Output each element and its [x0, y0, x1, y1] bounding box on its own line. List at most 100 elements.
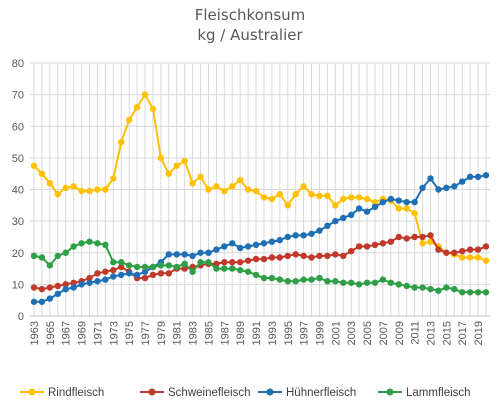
- data-point: [102, 241, 109, 249]
- data-point: [340, 195, 347, 203]
- data-point: [308, 191, 315, 198]
- data-point: [189, 252, 196, 260]
- data-point: [419, 233, 426, 241]
- data-point: [70, 243, 77, 250]
- data-point: [284, 278, 291, 285]
- data-point: [284, 202, 291, 209]
- data-point: [379, 240, 387, 247]
- data-point: [236, 244, 244, 252]
- data-point: [451, 249, 458, 256]
- x-tick-label: 1985: [203, 321, 215, 345]
- data-point: [332, 251, 339, 258]
- legend-item: Schweinefleisch: [140, 387, 250, 399]
- data-point: [260, 255, 268, 263]
- data-point: [316, 227, 323, 234]
- data-point: [276, 276, 284, 283]
- x-tick-label: 1963: [29, 321, 41, 345]
- data-point: [419, 184, 426, 192]
- series-line: [33, 234, 487, 291]
- legend-label: Rindfleisch: [48, 387, 104, 399]
- data-point: [459, 289, 466, 296]
- data-point: [379, 276, 387, 283]
- data-point: [78, 281, 85, 288]
- data-point: [355, 194, 363, 201]
- data-point: [197, 249, 204, 256]
- series-Schweinefleisch: [30, 232, 490, 293]
- data-point: [173, 162, 180, 169]
- data-point: [221, 243, 228, 250]
- data-point: [355, 243, 363, 250]
- data-point: [86, 279, 93, 286]
- legend-marker: [266, 388, 274, 396]
- data-point: [213, 246, 220, 253]
- x-tick-label: 1973: [108, 321, 120, 345]
- data-point: [443, 249, 450, 256]
- data-point: [300, 232, 307, 239]
- data-point: [474, 254, 482, 261]
- legend-marker: [386, 388, 394, 396]
- data-point: [133, 104, 141, 111]
- data-point: [403, 205, 410, 212]
- data-point: [252, 271, 260, 279]
- data-point: [213, 265, 220, 272]
- data-point: [229, 183, 236, 190]
- data-point: [118, 259, 125, 266]
- data-point: [221, 265, 228, 272]
- data-point: [102, 186, 109, 193]
- data-point: [125, 262, 133, 269]
- data-point: [276, 191, 284, 198]
- data-point: [221, 187, 228, 195]
- data-point: [363, 208, 371, 215]
- series-line: [33, 93, 487, 262]
- x-tick-label: 2013: [425, 321, 437, 345]
- data-point: [466, 289, 474, 296]
- data-point: [38, 254, 46, 261]
- data-point: [451, 183, 458, 190]
- x-tick-label: 1993: [267, 321, 279, 345]
- data-point: [157, 154, 165, 162]
- data-point: [189, 268, 196, 275]
- x-tick-label: 2009: [394, 321, 406, 345]
- series-line: [33, 240, 486, 294]
- data-point: [189, 179, 196, 187]
- data-point: [94, 278, 101, 285]
- data-point: [340, 252, 347, 260]
- data-point: [268, 238, 276, 245]
- data-point: [197, 259, 204, 266]
- data-point: [466, 246, 474, 253]
- data-point: [387, 238, 395, 245]
- data-point: [181, 251, 188, 258]
- data-point: [157, 262, 165, 269]
- data-point: [268, 274, 276, 282]
- data-point: [141, 263, 149, 271]
- data-point: [173, 263, 180, 271]
- legend-item: Rindfleisch: [20, 387, 104, 399]
- data-point: [54, 290, 61, 298]
- x-tick-label: 2005: [362, 321, 374, 345]
- data-point: [229, 265, 236, 272]
- data-point: [38, 170, 46, 177]
- x-tick-label: 1977: [140, 321, 152, 345]
- data-point: [46, 284, 54, 291]
- data-point: [411, 284, 418, 291]
- data-point: [213, 183, 220, 190]
- data-point: [94, 240, 101, 247]
- data-point: [70, 183, 77, 190]
- data-point: [54, 252, 61, 260]
- data-point: [149, 105, 157, 113]
- data-point: [482, 172, 490, 179]
- data-point: [86, 238, 93, 245]
- data-point: [292, 191, 299, 198]
- chart-title: Fleischkonsum: [194, 6, 306, 24]
- data-point: [292, 232, 299, 239]
- data-point: [157, 270, 165, 277]
- data-point: [474, 246, 482, 253]
- data-point: [395, 197, 402, 204]
- legend-label: Schweinefleisch: [168, 387, 250, 399]
- data-point: [30, 284, 38, 291]
- x-tick-label: 2001: [330, 321, 342, 345]
- data-point: [102, 276, 109, 283]
- data-point: [411, 233, 418, 241]
- data-point: [125, 270, 133, 277]
